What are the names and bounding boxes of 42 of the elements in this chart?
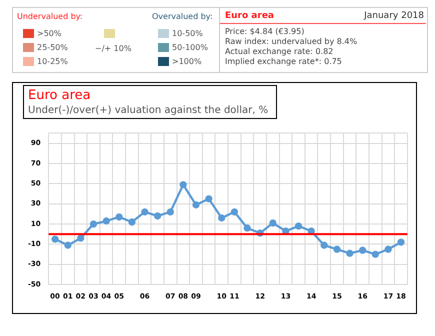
point <box>90 220 98 228</box>
category-label: −/+ 10% <box>95 44 132 53</box>
point <box>205 195 212 202</box>
text: Raw index: undervalued by 8.4% <box>225 37 358 46</box>
point <box>141 208 148 216</box>
text: Euro area <box>225 11 274 21</box>
point <box>320 242 328 249</box>
point <box>192 201 200 208</box>
text: Undervalued by: <box>17 12 83 21</box>
category-label: 25-50% <box>37 43 68 52</box>
text: Overvalued by: <box>152 12 213 21</box>
point <box>154 212 162 220</box>
point <box>51 236 59 243</box>
text: January 2018 <box>362 11 424 21</box>
point <box>384 246 392 253</box>
point <box>64 242 72 249</box>
category-label: >100% <box>172 57 202 66</box>
point <box>218 214 226 222</box>
point <box>180 181 187 188</box>
point <box>244 224 251 232</box>
point <box>128 218 136 226</box>
category-label: 10-25% <box>37 57 68 66</box>
text: Actual exchange rate: 0.82 <box>225 47 334 56</box>
point <box>269 219 276 227</box>
point <box>397 238 405 246</box>
category-label: >50% <box>37 29 62 38</box>
text: Price: $4.84 (€3.95) <box>225 27 304 36</box>
point <box>230 208 238 216</box>
category-label: 10-50% <box>172 29 203 38</box>
point <box>358 246 366 254</box>
point <box>333 246 341 253</box>
chart-subtitle: Under(-)/over(+) valuation against the dollar, % <box>28 105 268 116</box>
category-label: 50-100% <box>172 43 208 52</box>
point <box>372 250 379 258</box>
point <box>102 217 110 225</box>
point <box>346 250 354 257</box>
point <box>166 208 174 216</box>
chart-title: Euro area <box>28 88 91 103</box>
point <box>294 222 302 230</box>
point <box>77 234 84 242</box>
point <box>116 213 123 221</box>
text: Implied exchange rate*: 0.75 <box>225 57 342 66</box>
